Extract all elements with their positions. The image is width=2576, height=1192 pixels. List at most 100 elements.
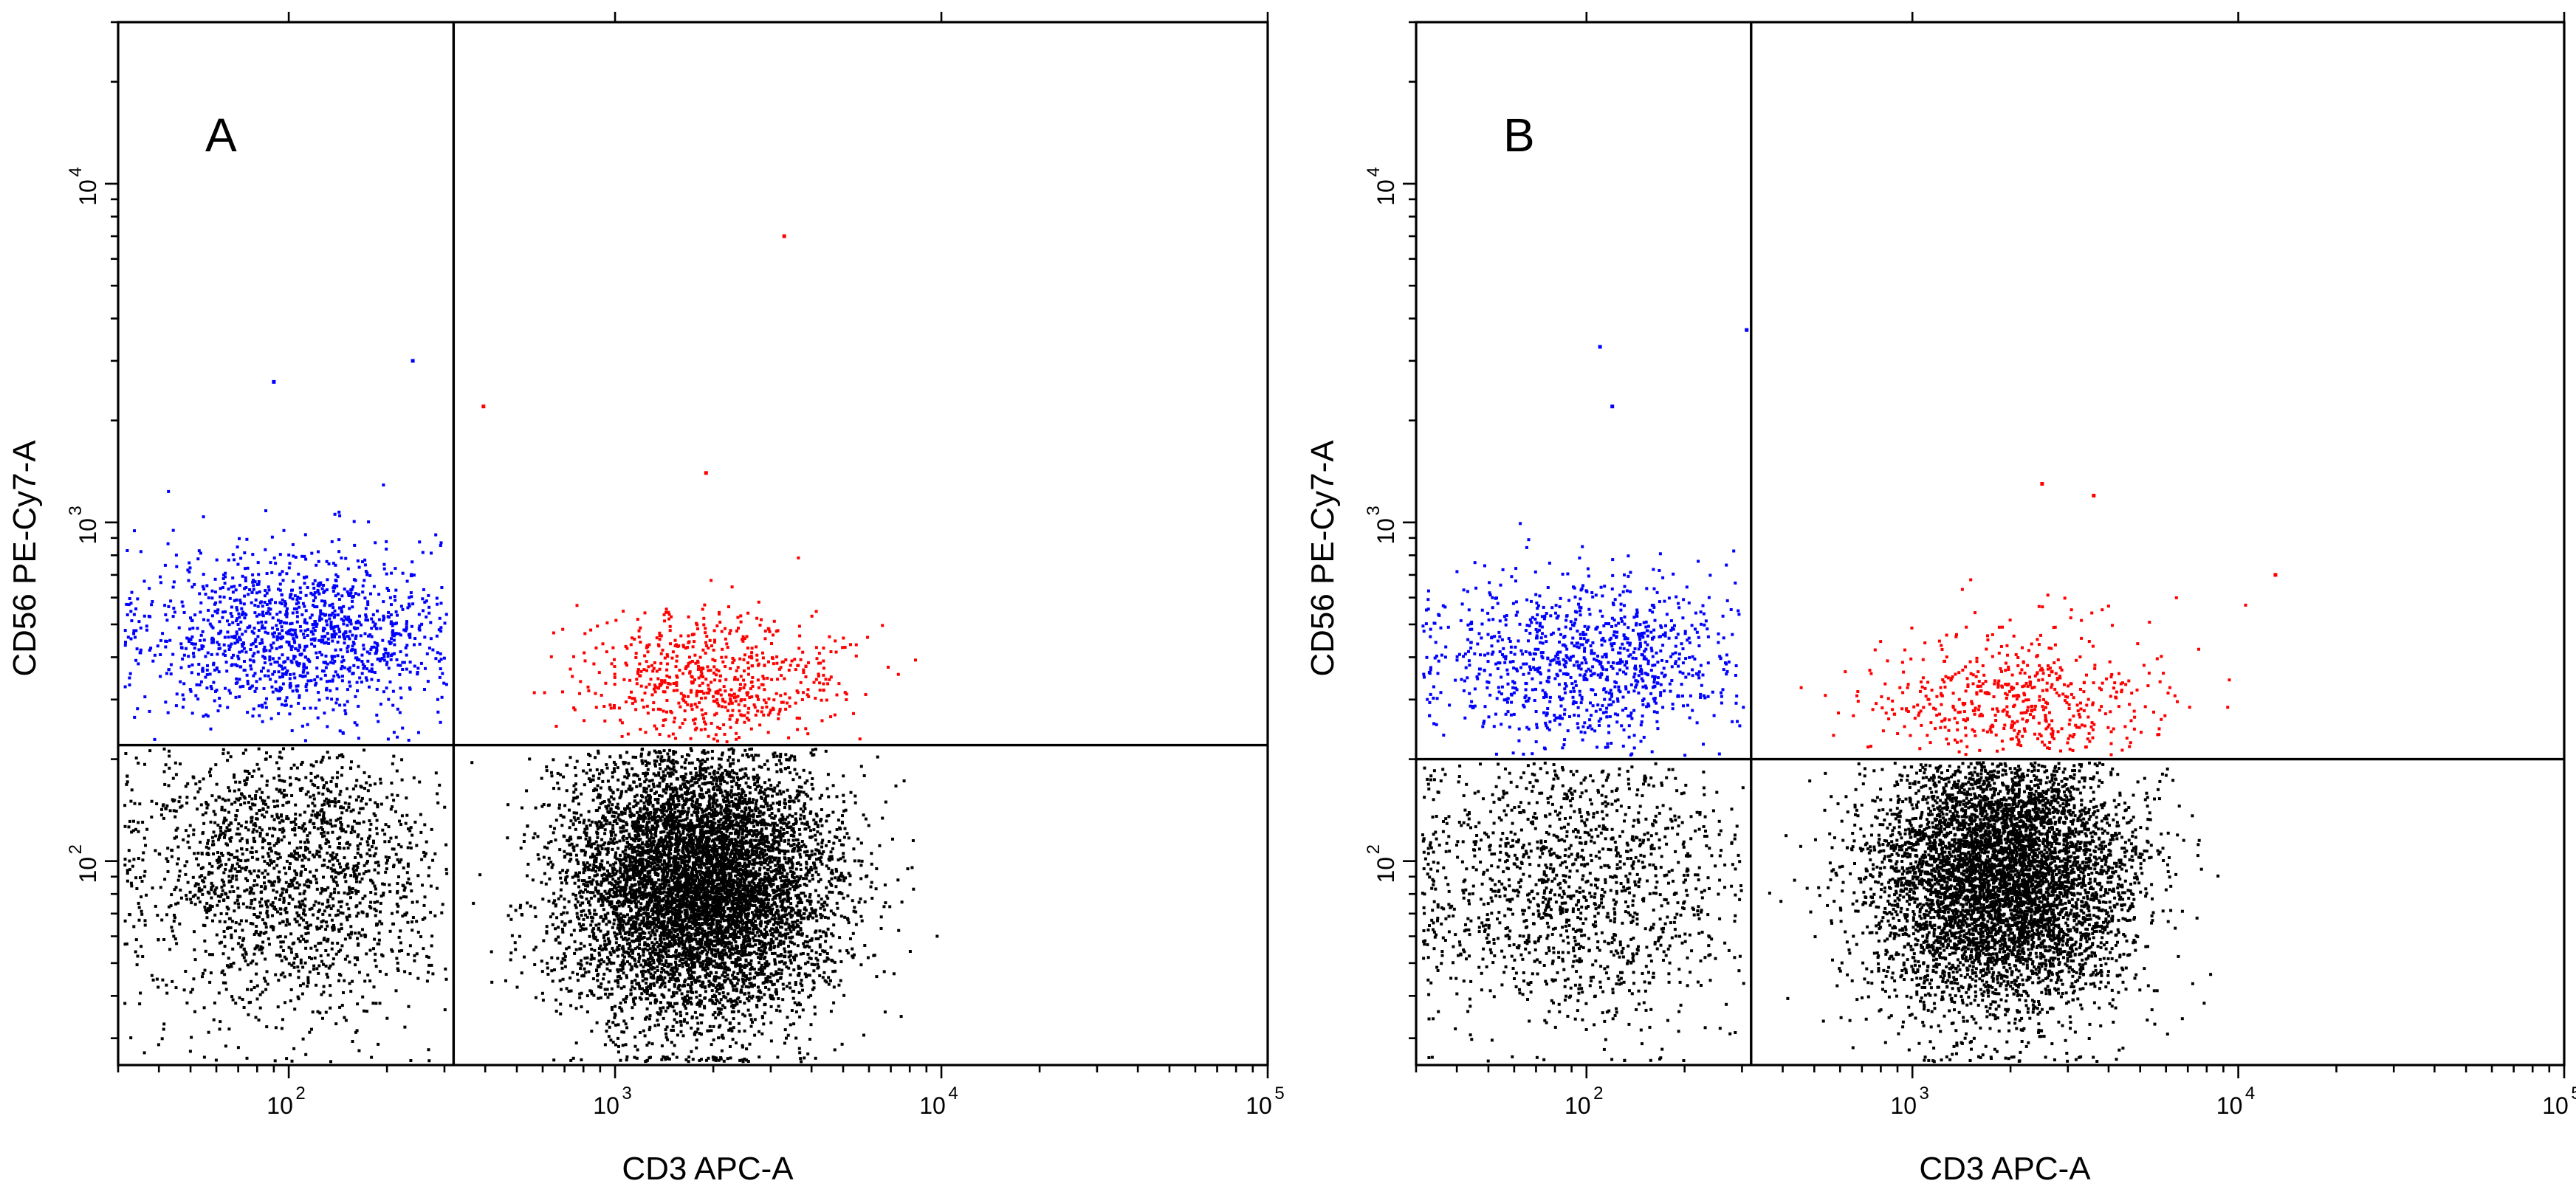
data-point [379, 703, 382, 706]
data-point [309, 706, 312, 710]
data-point [248, 658, 252, 662]
data-point [360, 934, 363, 937]
data-point [752, 703, 756, 706]
data-point [349, 887, 353, 891]
data-point [793, 658, 797, 661]
data-point [325, 972, 329, 976]
data-point [776, 678, 779, 681]
data-point [772, 662, 775, 666]
data-point [222, 643, 226, 647]
data-point [321, 755, 325, 759]
data-point [280, 819, 284, 822]
data-point [322, 985, 326, 988]
data-point [332, 675, 336, 678]
data-point [747, 718, 751, 722]
data-point [408, 972, 412, 976]
data-point [396, 858, 399, 861]
data-point [751, 664, 755, 668]
data-point [360, 785, 363, 789]
data-point [136, 954, 140, 958]
data-point [323, 712, 326, 715]
data-point [311, 1010, 315, 1014]
data-point [260, 828, 264, 832]
data-point [739, 683, 742, 686]
data-point [321, 835, 324, 838]
data-point [375, 649, 379, 652]
data-point [258, 590, 261, 593]
data-point [796, 691, 800, 695]
data-point [319, 609, 323, 613]
data-point [771, 656, 774, 660]
data-point [682, 645, 686, 649]
data-point [128, 913, 131, 917]
data-point [735, 737, 738, 741]
data-point [323, 627, 326, 630]
data-point [794, 1010, 798, 1013]
data-point [667, 805, 670, 808]
data-point [240, 943, 244, 947]
data-point [719, 911, 722, 914]
data-point [624, 644, 628, 648]
data-point [292, 639, 296, 643]
data-point [605, 621, 609, 624]
data-point [285, 817, 289, 820]
data-point [320, 776, 323, 779]
data-point [172, 809, 176, 813]
data-point [236, 858, 240, 862]
data-point [382, 567, 386, 571]
data-point [382, 690, 385, 694]
data-point [278, 553, 282, 557]
data-point [207, 838, 210, 842]
data-point [387, 697, 391, 701]
data-point [261, 813, 264, 817]
data-point [332, 616, 336, 619]
data-point [134, 876, 138, 880]
data-point [226, 630, 230, 634]
data-point [419, 935, 422, 939]
data-point [268, 842, 272, 846]
data-point [743, 653, 746, 657]
data-point [263, 626, 267, 630]
data-point [133, 715, 137, 719]
data-point [355, 681, 359, 684]
data-point [407, 877, 411, 881]
data-point [260, 669, 263, 673]
data-point [388, 929, 392, 933]
data-point [274, 896, 278, 900]
data-point [399, 686, 402, 690]
data-point [171, 528, 175, 532]
data-point [355, 723, 359, 727]
data-point [330, 800, 334, 804]
data-point [259, 945, 263, 948]
data-point [374, 965, 378, 968]
data-point [374, 861, 377, 864]
data-point [345, 915, 348, 919]
data-point [216, 709, 220, 713]
data-point [331, 929, 334, 932]
data-point [294, 817, 298, 821]
data-point [356, 851, 360, 855]
data-point [736, 666, 740, 669]
data-point [261, 614, 265, 618]
data-point [143, 869, 147, 873]
data-point [221, 831, 225, 835]
data-point [285, 621, 288, 625]
data-point [372, 585, 376, 588]
data-point [236, 809, 239, 812]
data-point [236, 617, 239, 621]
data-point [258, 904, 262, 908]
data-point [345, 864, 348, 867]
data-point [303, 604, 306, 608]
data-point [332, 864, 335, 867]
data-point [631, 697, 634, 700]
data-point [227, 623, 231, 627]
data-point [207, 872, 210, 876]
data-point [227, 926, 230, 929]
data-point [540, 805, 544, 808]
data-point [375, 832, 379, 836]
data-point [424, 666, 427, 670]
data-point [198, 875, 202, 879]
data-point [264, 620, 268, 624]
data-point [279, 907, 283, 911]
data-point [305, 575, 309, 579]
